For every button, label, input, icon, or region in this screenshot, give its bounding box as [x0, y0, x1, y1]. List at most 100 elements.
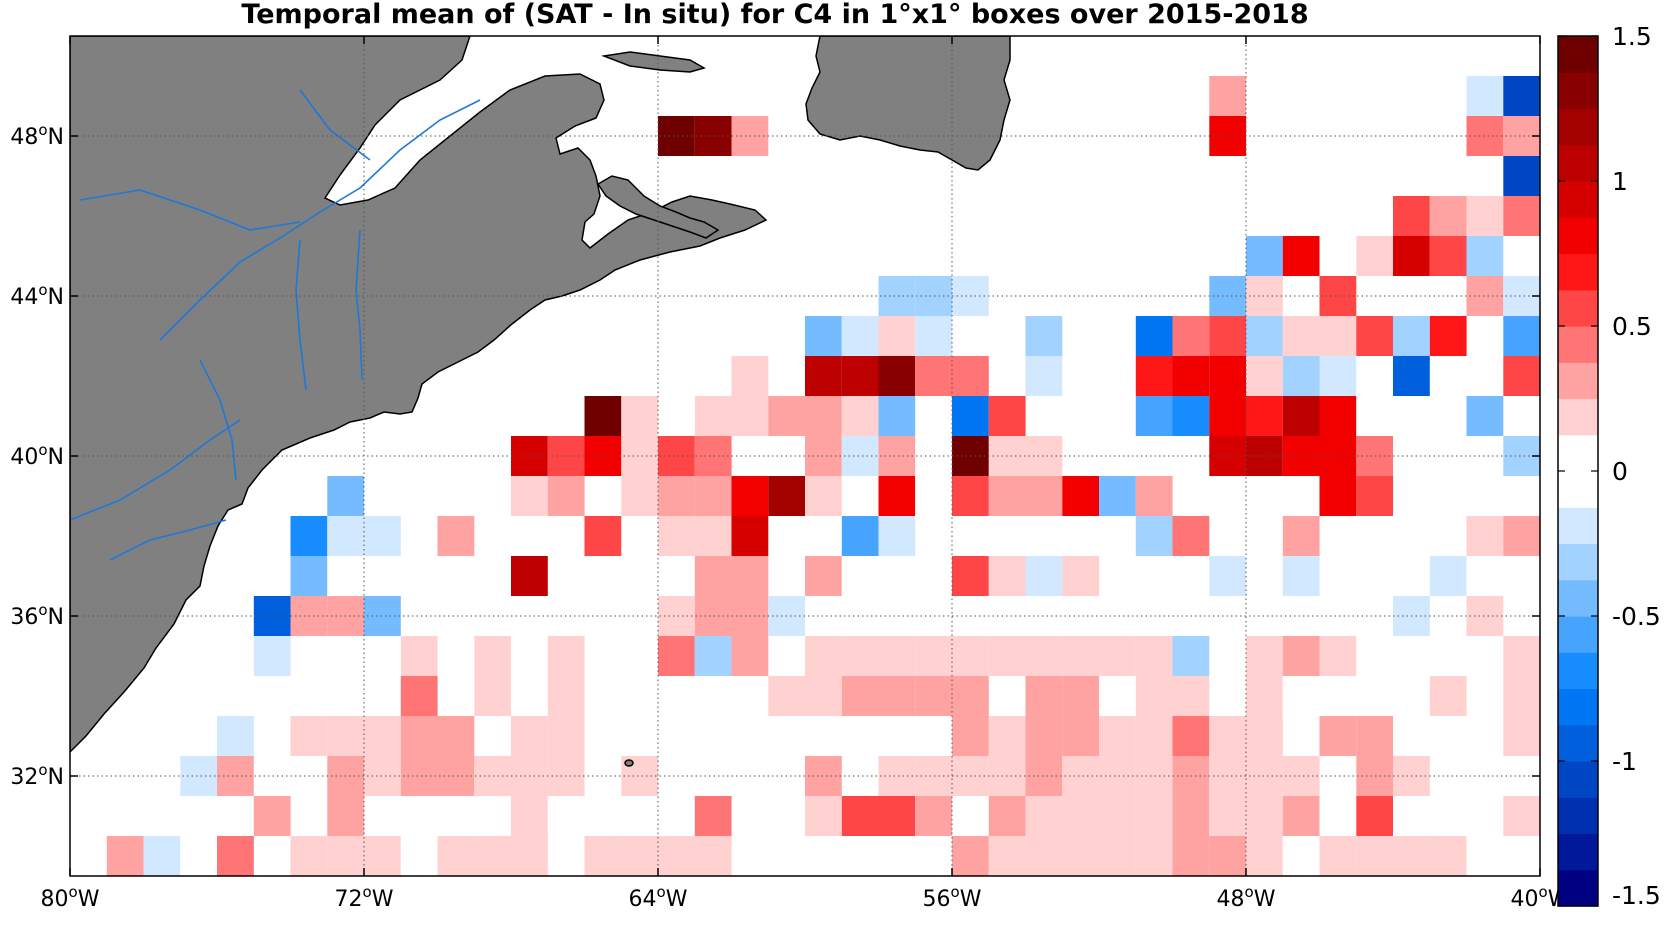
heatmap-cell [1099, 716, 1136, 756]
heatmap-cell [1319, 676, 1357, 716]
heatmap-cell [841, 676, 879, 716]
heatmap-cell [1099, 836, 1136, 876]
heatmap-cell [1282, 436, 1320, 476]
heatmap-cell [1246, 716, 1283, 756]
heatmap-cell [327, 516, 365, 556]
heatmap-cell [988, 716, 1026, 756]
heatmap-cell [658, 436, 695, 476]
heatmap-cell [180, 836, 218, 876]
heatmap-cell [915, 476, 952, 516]
heatmap-cell [988, 316, 1026, 356]
heatmap-cell [658, 836, 695, 876]
heatmap-cell [878, 676, 916, 716]
heatmap-cell [841, 556, 879, 596]
heatmap-cell [915, 356, 952, 396]
heatmap-cell [621, 676, 659, 716]
heatmap-cell [768, 676, 806, 716]
heatmap-cell [327, 556, 365, 596]
heatmap-cell [1099, 796, 1136, 836]
heatmap-cell [364, 516, 401, 556]
tick-label: 72oW [335, 883, 394, 912]
land-newfoundland [805, 36, 1011, 171]
tick-label: 56oW [923, 883, 982, 912]
heatmap-cell [1282, 676, 1320, 716]
river-st-lawrence [159, 99, 481, 341]
heatmap-cell [106, 836, 144, 876]
colorbar-swatch [1558, 72, 1598, 110]
land-island-bermuda [624, 759, 634, 767]
heatmap-cell [805, 156, 842, 196]
heatmap-cell [1319, 796, 1357, 836]
heatmap-cell [841, 636, 879, 676]
river-connecticut [355, 229, 363, 381]
heatmap-cell [1025, 796, 1063, 836]
heatmap-cell [878, 276, 916, 316]
heatmap-cell [1099, 476, 1136, 516]
heatmap-cell [1503, 636, 1540, 676]
rivers [70, 89, 481, 561]
heatmap-cell [1356, 76, 1394, 116]
heatmap-cell [1282, 556, 1320, 596]
heatmap-cell [1282, 756, 1320, 796]
heatmap-cell [1393, 236, 1430, 276]
colorbar-swatch [1558, 326, 1598, 363]
heatmap-cell [1319, 716, 1357, 756]
heatmap-cell [437, 716, 475, 756]
heatmap-cell [805, 556, 842, 596]
heatmap-cell [1282, 356, 1320, 396]
heatmap-cell [1025, 836, 1063, 876]
heatmap-cell [878, 796, 916, 836]
heatmap-cell [878, 356, 916, 396]
river-potomac [109, 519, 227, 561]
colorbar-swatch [1558, 507, 1598, 545]
heatmap-cell [1062, 676, 1100, 716]
heatmap-cell [1135, 716, 1173, 756]
heatmap-cell [988, 556, 1026, 596]
heatmap-cell [1429, 236, 1467, 276]
heatmap-cell [841, 356, 879, 396]
heatmap-cell [1135, 516, 1173, 556]
heatmap-cell [253, 636, 291, 676]
heatmap-cell [1356, 236, 1394, 276]
heatmap-cell [1319, 396, 1357, 436]
heatmap-cell [878, 396, 916, 436]
heatmap-cell [1429, 196, 1467, 236]
heatmap-cell [1282, 516, 1320, 556]
colorbar-swatch [1558, 579, 1598, 617]
heatmap-cell [1356, 636, 1394, 676]
heatmap-cell [1246, 636, 1283, 676]
heatmap-cell [511, 516, 548, 556]
heatmap-cell [658, 476, 695, 516]
heatmap-cell [1172, 516, 1210, 556]
heatmap-cell [584, 796, 622, 836]
heatmap-cell [658, 596, 695, 636]
heatmap-cell [143, 836, 181, 876]
heatmap-cell [547, 796, 585, 836]
heatmap-cell [658, 356, 695, 396]
heatmap-cell [805, 836, 842, 876]
heatmap-cell [547, 516, 585, 556]
colorbar-swatch [1558, 869, 1598, 907]
colorbar-swatch [1558, 616, 1598, 653]
heatmap-cell [952, 636, 989, 676]
heatmap-cell [437, 836, 475, 876]
heatmap-cell [878, 756, 916, 796]
heatmap-cell [1246, 836, 1283, 876]
heatmap-cell [952, 476, 989, 516]
heatmap-cell [1172, 796, 1210, 836]
heatmap-cell [1503, 796, 1540, 836]
heatmap-cell [1282, 396, 1320, 436]
heatmap-cell [1282, 236, 1320, 276]
heatmap-cell [1172, 716, 1210, 756]
heatmap-cell [1319, 476, 1357, 516]
heatmap-cell [1209, 556, 1247, 596]
tick-label: 40oN [10, 441, 64, 470]
heatmap-cell [1503, 316, 1540, 356]
heatmap-cell [768, 476, 806, 516]
heatmap-cell [805, 796, 842, 836]
heatmap-cell [1025, 356, 1063, 396]
heatmap-cell [1466, 556, 1504, 596]
tick-label: 48oN [10, 121, 64, 150]
heatmap-cell [1429, 676, 1467, 716]
heatmap-cell [1503, 196, 1540, 236]
